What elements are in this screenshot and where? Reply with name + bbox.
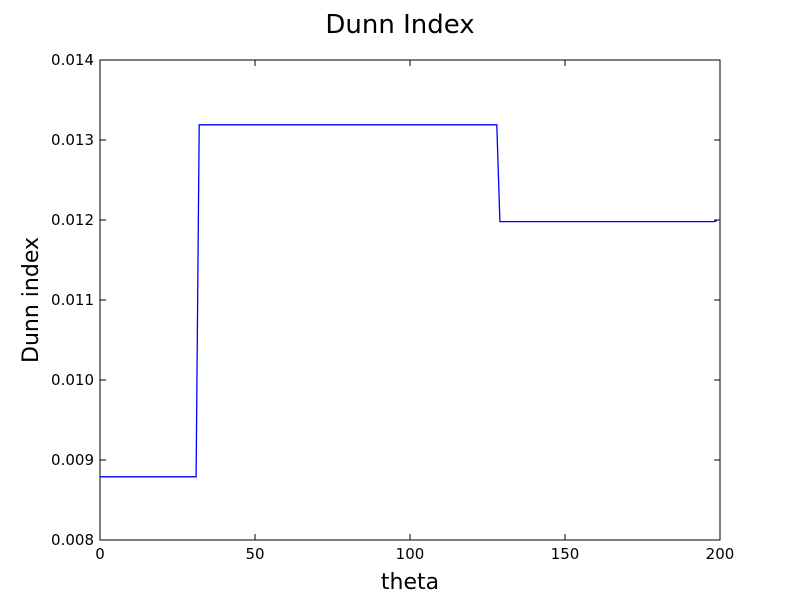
x-tick-label: 0 — [95, 545, 105, 563]
series-layer — [100, 124, 718, 478]
y-tick-label: 0.008 — [51, 531, 94, 549]
chart-title: Dunn Index — [325, 10, 474, 40]
y-tick-label: 0.013 — [51, 131, 94, 149]
x-tick-label: 200 — [706, 545, 735, 563]
y-tick-label: 0.011 — [51, 291, 94, 309]
series-line — [100, 124, 718, 478]
y-tick-label: 0.010 — [51, 371, 94, 389]
x-tick-label: 100 — [396, 545, 425, 563]
x-tick-label: 50 — [245, 545, 264, 563]
axis-ticks: 0 50 100 150 200 0.008 0.009 0.010 0.011 0.012 0.0… — [51, 51, 734, 563]
plot-frame — [99, 59, 721, 541]
y-tick-label: 0.009 — [51, 451, 94, 469]
x-axis-label: theta — [381, 570, 439, 595]
plot-area: 0 50 100 150 200 0.008 0.009 0.010 0.011 0.012 0.0… — [51, 51, 734, 563]
y-tick-label: 0.014 — [51, 51, 94, 69]
y-tick-label: 0.012 — [51, 211, 94, 229]
y-axis-label: Dunn index — [19, 237, 44, 363]
x-tick-label: 150 — [551, 545, 580, 563]
